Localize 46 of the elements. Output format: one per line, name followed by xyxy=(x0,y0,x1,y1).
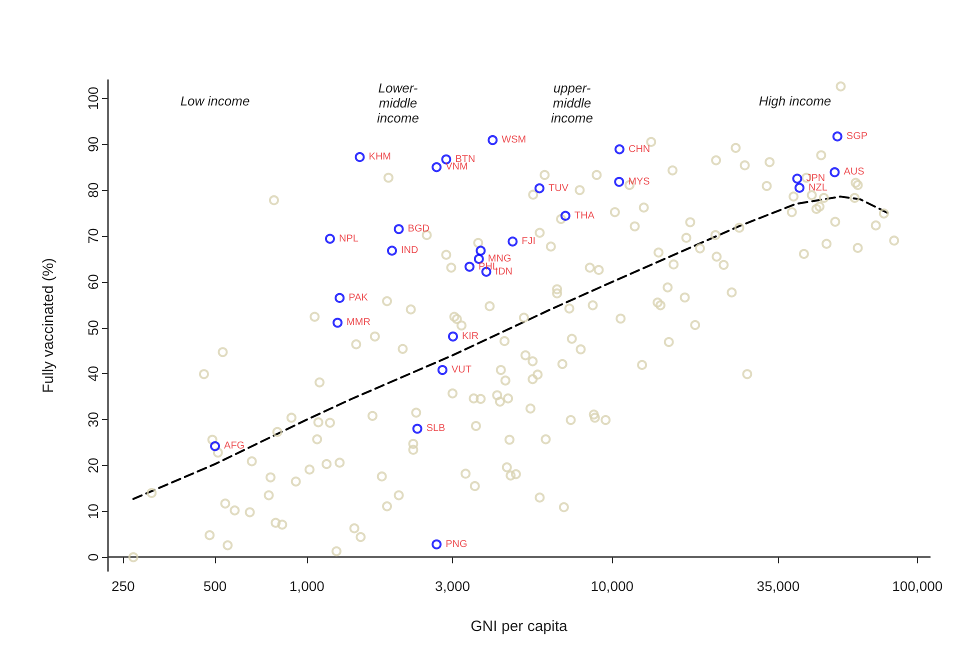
y-tick-label: 50 xyxy=(85,320,101,336)
data-label: KIR xyxy=(462,331,479,342)
annotation: Low income xyxy=(180,94,250,108)
x-tick-label: 250 xyxy=(111,578,136,594)
y-tick-label: 100 xyxy=(85,86,101,110)
y-tick-label: 30 xyxy=(85,412,101,428)
x-tick-label: 35,000 xyxy=(756,578,800,594)
data-label: KHM xyxy=(368,152,392,163)
y-tick-label: 10 xyxy=(85,503,101,520)
data-label: MMR xyxy=(346,317,370,328)
y-tick-label: 60 xyxy=(85,274,101,290)
annotation: Lower- middle income xyxy=(377,80,419,126)
data-label: PAK xyxy=(348,292,368,304)
y-tick-label: 70 xyxy=(85,228,101,244)
x-tick-label: 500 xyxy=(203,578,227,594)
data-label: VNM xyxy=(446,162,468,173)
data-label: JPN xyxy=(806,173,826,184)
data-label: SLB xyxy=(426,423,446,434)
annotation: upper- middle income xyxy=(551,80,593,126)
y-tick-label: 0 xyxy=(85,553,101,562)
y-axis-title: Fully vaccinated (%) xyxy=(40,258,57,394)
data-label: NPL xyxy=(338,233,359,244)
data-label: AFG xyxy=(224,440,245,452)
y-tick-label: 40 xyxy=(85,366,101,382)
y-tick-label: 90 xyxy=(85,136,101,152)
data-label: MYS xyxy=(628,176,650,188)
x-tick-label: 10,000 xyxy=(590,578,634,594)
y-tick-label: 80 xyxy=(85,182,101,198)
data-label: FJI xyxy=(522,236,536,248)
data-label: TUV xyxy=(548,182,569,194)
data-label: VUT xyxy=(451,364,472,376)
data-label: THA xyxy=(574,210,595,222)
data-label: CHN xyxy=(628,144,650,155)
data-label: NZL xyxy=(808,182,828,194)
data-label: IND xyxy=(400,245,418,256)
annotation: High income xyxy=(758,94,832,108)
data-label: PNG xyxy=(446,538,468,550)
y-tick-label: 20 xyxy=(85,457,101,474)
data-label: WSM xyxy=(502,134,526,146)
data-label: BGD xyxy=(408,224,430,235)
x-axis-title: GNI per capita xyxy=(470,618,568,635)
x-tick-label: 100,000 xyxy=(892,578,943,594)
data-label: AUS xyxy=(844,166,865,178)
x-tick-label: 1,000 xyxy=(289,578,325,594)
x-tick-label: 3,000 xyxy=(435,578,470,594)
data-label: SGP xyxy=(846,130,868,142)
